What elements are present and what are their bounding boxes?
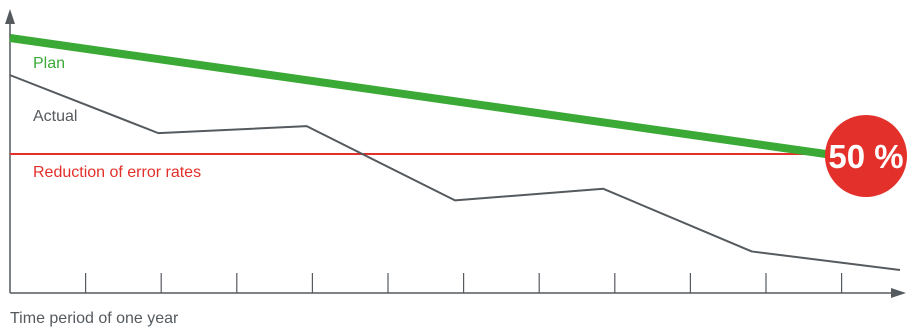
- annotation: 50 %: [825, 115, 907, 197]
- x-axis-label: Time period of one year: [10, 310, 179, 327]
- series-labels: Plan Actual Reduction of error rates: [33, 55, 201, 181]
- actual-line: [9, 74, 901, 271]
- percentage-badge: [825, 115, 907, 197]
- actual-label: Actual: [33, 108, 77, 125]
- percentage-badge-text: 50 %: [828, 138, 903, 175]
- reference-label: Reduction of error rates: [33, 164, 201, 181]
- x-axis-arrow: [891, 288, 906, 298]
- series: [9, 34, 901, 271]
- y-axis-arrow: [5, 9, 15, 24]
- x-ticks: [84, 273, 843, 293]
- plan-label: Plan: [33, 55, 65, 72]
- plan-line: [9, 34, 827, 158]
